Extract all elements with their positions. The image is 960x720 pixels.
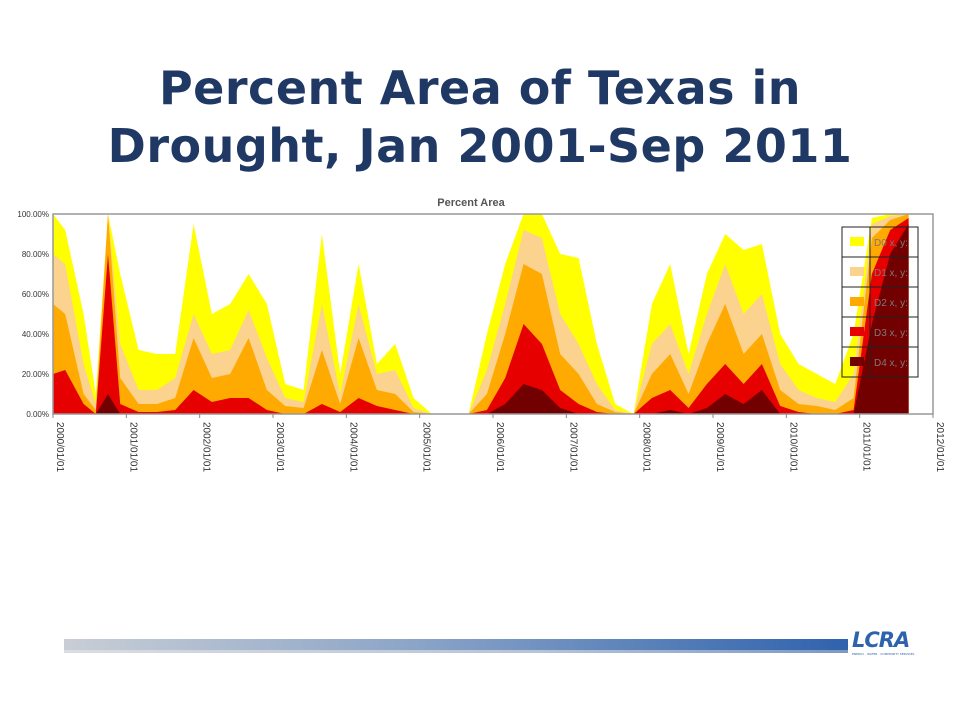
- x-tick-label: 2010/01/01: [787, 422, 798, 472]
- x-tick-label: 2007/01/01: [567, 422, 578, 472]
- legend-swatch: [850, 267, 864, 276]
- y-tick-label: 40.00%: [22, 330, 49, 339]
- footer-bar: [64, 639, 848, 653]
- legend-label: D4 x, y:: [874, 358, 908, 369]
- logo-text: LCRA: [852, 628, 910, 652]
- x-tick-label: 2000/01/01: [54, 422, 65, 472]
- legend-label: D2 x, y:: [874, 298, 908, 309]
- area-series-group: [53, 214, 909, 414]
- legend-swatch: [850, 237, 864, 246]
- y-tick-label: 20.00%: [22, 370, 49, 379]
- x-tick-label: 2011/01/01: [861, 422, 872, 472]
- x-tick-label: 2005/01/01: [421, 422, 432, 472]
- x-axis: 2000/01/01 2001/01/01 2002/01/01 2003/01/01…: [52, 414, 945, 472]
- x-tick-label: 2012/01/01: [934, 422, 945, 472]
- legend-label: D1 x, y:: [874, 268, 908, 279]
- legend-swatch: [850, 297, 864, 306]
- y-tick-label: 0.00%: [26, 410, 49, 419]
- x-tick-label: 2003/01/01: [274, 422, 285, 472]
- x-tick-label: 2009/01/01: [714, 422, 725, 472]
- chart-title: Percent Area: [437, 197, 505, 209]
- lcra-logo: LCRA ENERGY · WATER · COMMUNITY SERVICES: [852, 630, 916, 660]
- legend: D0 x, y: D1 x, y: D2 x, y: D3 x, y: D4 x, y:: [841, 226, 919, 378]
- x-tick-label: 2008/01/01: [641, 422, 652, 472]
- logo-tagline: ENERGY · WATER · COMMUNITY SERVICES: [852, 652, 915, 656]
- area-series-1: [53, 214, 909, 414]
- legend-swatch: [850, 357, 864, 366]
- legend-frame: [841, 226, 919, 378]
- x-tick-label: 2001/01/01: [127, 422, 138, 472]
- legend-label: D3 x, y:: [874, 328, 908, 339]
- y-tick-label: 80.00%: [22, 250, 49, 259]
- x-tick-label: 2004/01/01: [347, 422, 358, 472]
- x-tick-label: 2006/01/01: [494, 422, 505, 472]
- legend-swatch: [850, 327, 864, 336]
- y-tick-label: 60.00%: [22, 290, 49, 299]
- y-axis: 0.00% 20.00% 40.00% 60.00% 80.00% 100.00%: [17, 210, 49, 419]
- drought-chart: Percent Area 0.00% 20.00% 40.00% 60.00% 80.0…: [0, 190, 960, 510]
- chart-canvas: Percent Area 0.00% 20.00% 40.00% 60.00% 80.0…: [17, 197, 945, 472]
- y-tick-label: 100.00%: [17, 210, 49, 219]
- slide-title: Percent Area of Texas in Drought, Jan 20…: [107, 60, 853, 173]
- legend-label: D0 x, y:: [874, 238, 908, 249]
- x-tick-label: 2002/01/01: [201, 422, 212, 472]
